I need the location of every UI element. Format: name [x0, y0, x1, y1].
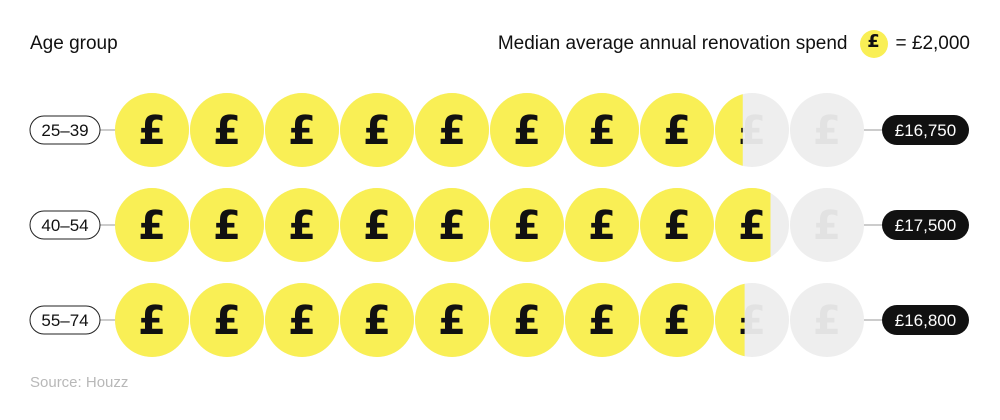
svg-text:£: £ — [588, 203, 616, 249]
value-pill — [882, 305, 969, 335]
pound-coin-icon: ££ — [640, 188, 714, 262]
pound-coin-icon: ££ — [340, 188, 414, 262]
svg-text:£: £ — [288, 108, 316, 154]
pound-coin-icon: ££ — [715, 93, 789, 167]
pound-coin-icon: ££ — [640, 283, 714, 357]
svg-text:£: £ — [138, 108, 166, 154]
svg-text:£: £ — [138, 203, 166, 249]
row-40–54: 40–54££££££££££££££££££££17,500 — [29, 188, 969, 262]
svg-text:£: £ — [663, 108, 691, 154]
category-pill — [29, 115, 101, 145]
pound-coin-icon: ££ — [415, 93, 489, 167]
pound-coin-icon: ££ — [490, 283, 564, 357]
svg-text:£: £ — [288, 203, 316, 249]
pound-coin-icon: ££ — [415, 188, 489, 262]
svg-text:£: £ — [363, 298, 391, 344]
value-label: £16,750 — [895, 121, 956, 140]
row-25–39: 25–39££££££££££££££££££££16,750 — [29, 93, 969, 167]
svg-text:£: £ — [363, 203, 391, 249]
category-label: 40–54 — [41, 216, 88, 235]
svg-text:£: £ — [513, 298, 541, 344]
pound-coin-icon: £ — [790, 188, 864, 262]
pound-coin-icon: ££ — [340, 283, 414, 357]
category-label: 55–74 — [41, 311, 88, 330]
pound-coin-icon: £ — [790, 283, 864, 357]
pound-coin-icon: £ — [790, 93, 864, 167]
svg-text:£: £ — [213, 298, 241, 344]
pound-coin-icon: ££ — [415, 283, 489, 357]
svg-text:£: £ — [663, 203, 691, 249]
pound-coin-icon: ££ — [640, 93, 714, 167]
svg-text:£: £ — [738, 298, 766, 344]
age-group-heading: Age group — [30, 33, 118, 54]
pound-coin-icon: ££ — [490, 93, 564, 167]
legend-coin-symbol: £ — [867, 31, 880, 52]
pound-coin-icon: ££ — [265, 283, 339, 357]
pound-coin-icon: ££ — [115, 188, 189, 262]
svg-text:£: £ — [738, 203, 766, 249]
legend-title: Median average annual renovation spend — [497, 33, 848, 54]
svg-text:£: £ — [213, 108, 241, 154]
row-55–74: 55–74££££££££££££££££££££16,800 — [29, 283, 969, 357]
category-pill — [29, 210, 101, 240]
svg-text:£: £ — [738, 108, 766, 154]
pound-coin-icon: ££ — [715, 188, 789, 262]
pound-coin-icon: ££ — [115, 283, 189, 357]
value-pill — [882, 115, 969, 145]
pound-coin-icon: ££ — [490, 188, 564, 262]
legend-unit: = £2,000 — [895, 33, 971, 54]
source-note: Source: Houzz — [30, 374, 129, 391]
pound-coin-icon: ££ — [265, 188, 339, 262]
svg-text:£: £ — [588, 108, 616, 154]
svg-text:£: £ — [813, 108, 841, 154]
pound-coin-icon: ££ — [190, 188, 264, 262]
svg-text:£: £ — [438, 203, 466, 249]
svg-text:£: £ — [213, 203, 241, 249]
value-label: £16,800 — [895, 311, 956, 330]
category-pill — [29, 305, 101, 335]
chart-legend: Median average annual renovation spend £… — [498, 30, 970, 58]
pound-coin-icon: ££ — [565, 188, 639, 262]
svg-text:£: £ — [813, 298, 841, 344]
pound-coin-icon: ££ — [115, 93, 189, 167]
svg-text:£: £ — [513, 108, 541, 154]
pound-coin-icon: ££ — [265, 93, 339, 167]
svg-text:£: £ — [288, 298, 316, 344]
pound-coin-icon: ££ — [190, 93, 264, 167]
svg-text:£: £ — [588, 298, 616, 344]
svg-text:£: £ — [138, 298, 166, 344]
svg-text:£: £ — [438, 298, 466, 344]
pound-coin-icon: ££ — [565, 283, 639, 357]
value-label: £17,500 — [895, 216, 956, 235]
pound-coin-icon: ££ — [190, 283, 264, 357]
pound-coin-icon: £ — [859, 30, 888, 58]
pound-coin-icon: ££ — [715, 283, 789, 357]
pound-coin-icon: ££ — [565, 93, 639, 167]
svg-text:£: £ — [438, 108, 466, 154]
pound-coin-icon: ££ — [340, 93, 414, 167]
value-pill — [882, 210, 969, 240]
category-label: 25–39 — [41, 121, 88, 140]
svg-text:£: £ — [363, 108, 391, 154]
svg-text:£: £ — [813, 203, 841, 249]
svg-text:£: £ — [663, 298, 691, 344]
svg-text:£: £ — [513, 203, 541, 249]
